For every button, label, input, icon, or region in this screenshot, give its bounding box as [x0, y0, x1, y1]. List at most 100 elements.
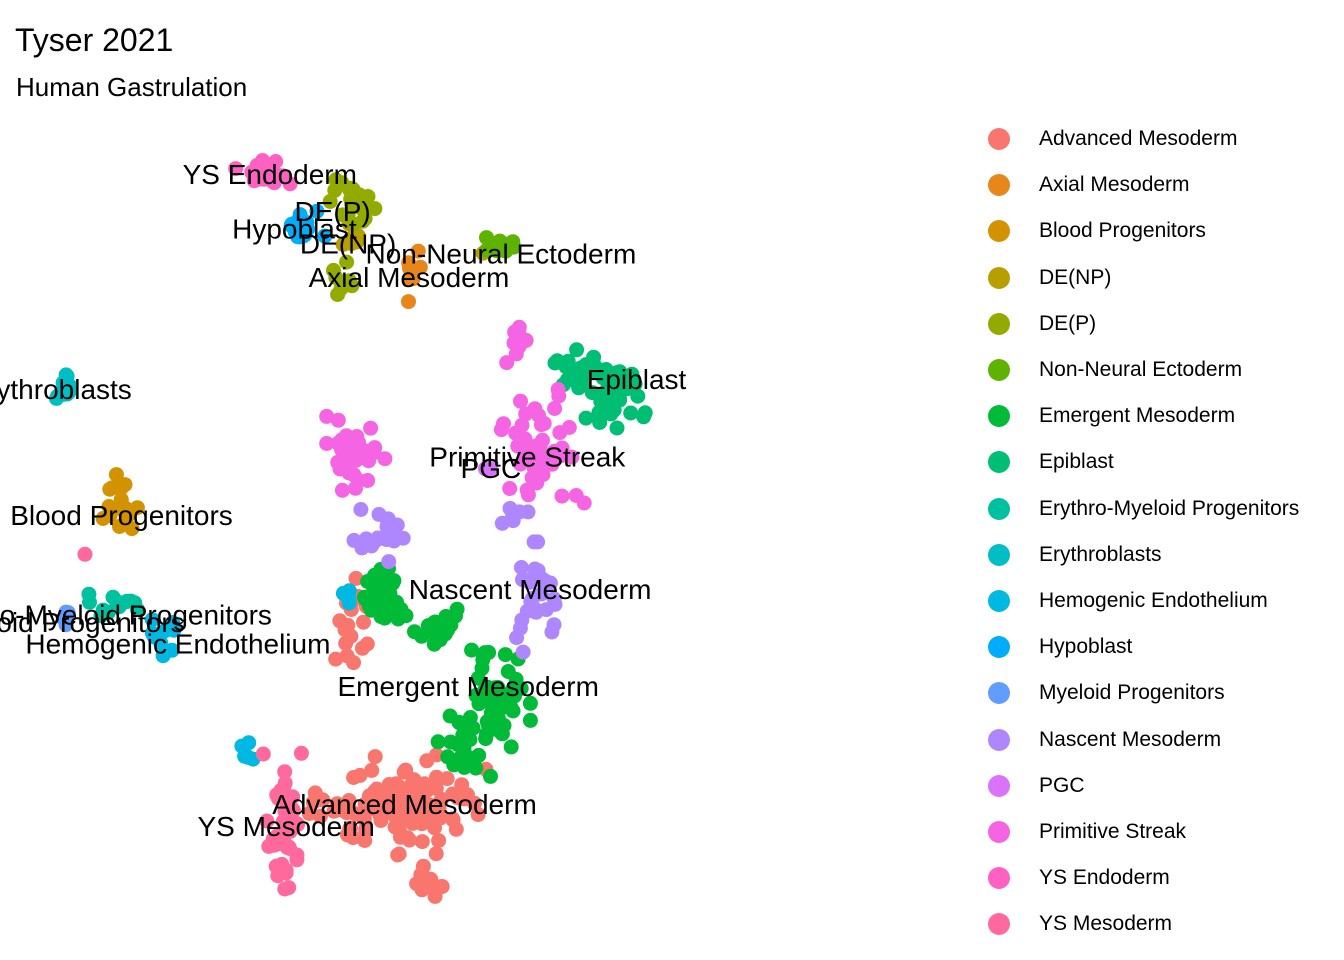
point-erythro-myeloid-progenitors: [118, 594, 134, 610]
legend-item: DE(NP): [988, 263, 1111, 293]
cluster-label: hro-Myeloid Progenitors: [0, 599, 272, 630]
point-advanced-mesoderm: [417, 776, 432, 792]
point-primitive-streak: [551, 388, 567, 404]
legend-key-dot: [988, 312, 1010, 335]
point-primitive-streak: [319, 436, 335, 451]
legend-label: PGC: [1039, 773, 1085, 797]
point-erythro-myeloid-progenitors: [82, 594, 97, 610]
point-advanced-mesoderm: [417, 870, 433, 886]
point-epiblast: [601, 383, 617, 399]
point-de-p-: [335, 207, 351, 223]
cluster-label: oid Progenitors: [0, 607, 185, 638]
legend-item: PGC: [988, 771, 1085, 801]
point-ys-mesoderm: [293, 745, 309, 761]
point-pgc: [477, 461, 493, 477]
legend-label: Blood Progenitors: [1039, 219, 1206, 243]
cluster-label: Epiblast: [587, 364, 687, 395]
point-emergent-mesoderm: [430, 734, 446, 750]
point-epiblast: [571, 380, 587, 396]
point-advanced-mesoderm: [460, 787, 475, 803]
point-advanced-mesoderm: [427, 888, 443, 904]
point-emergent-mesoderm: [522, 695, 538, 711]
point-advanced-mesoderm: [357, 796, 373, 812]
point-emergent-mesoderm: [480, 679, 496, 695]
point-epiblast: [636, 409, 652, 425]
point-nascent-mesoderm: [533, 586, 549, 602]
legend-label: Non-Neural Ectoderm: [1039, 358, 1243, 381]
point-non-neural-ectoderm: [506, 239, 522, 255]
point-primitive-streak: [513, 393, 528, 409]
point-axial-mesoderm: [410, 243, 426, 259]
point-nascent-mesoderm: [526, 572, 542, 588]
point-primitive-streak: [535, 432, 550, 448]
point-epiblast: [560, 372, 576, 388]
legend-label: Erythroblasts: [1039, 542, 1162, 566]
point-primitive-streak: [499, 355, 515, 371]
point-ys-mesoderm: [255, 746, 271, 762]
point-primitive-streak: [508, 346, 524, 362]
point-emergent-mesoderm: [407, 624, 422, 640]
point-hemogenic-endothelium: [341, 595, 357, 611]
point-advanced-mesoderm: [391, 779, 407, 795]
legend-item: Erythroblasts: [988, 540, 1162, 570]
point-advanced-mesoderm: [356, 614, 371, 630]
legend-item: Axial Mesoderm: [988, 170, 1190, 200]
point-emergent-mesoderm: [497, 647, 513, 663]
legend-key-dot: [988, 636, 1010, 659]
point-primitive-streak: [520, 487, 536, 503]
point-emergent-mesoderm: [503, 739, 519, 755]
point-advanced-mesoderm: [431, 833, 447, 849]
point-epiblast: [624, 366, 640, 382]
legend-key-dot: [988, 128, 1010, 150]
point-axial-mesoderm: [405, 271, 421, 287]
point-advanced-mesoderm: [346, 770, 362, 785]
legend-label: Erythro-Myeloid Progenitors: [1039, 496, 1300, 520]
point-emergent-mesoderm: [361, 588, 377, 604]
point-hemogenic-endothelium: [241, 735, 257, 751]
cluster-label: Emergent Mesoderm: [337, 671, 598, 702]
point-emergent-mesoderm: [479, 726, 494, 742]
point-advanced-mesoderm: [364, 762, 380, 778]
point-primitive-streak: [319, 408, 335, 424]
cluster-labels-layer: YS Endoderm DE(P)HypoblastDE(NP)Non-Neura…: [0, 159, 687, 842]
legend-item: YS Mesoderm: [988, 909, 1172, 939]
point-nascent-mesoderm: [346, 532, 362, 548]
chart-title: Tyser 2021: [15, 22, 174, 58]
legend-key-dot: [988, 359, 1010, 381]
point-ys-mesoderm: [277, 881, 293, 897]
point-advanced-mesoderm: [301, 806, 317, 821]
point-epiblast: [578, 410, 594, 426]
point-de-p-: [367, 201, 383, 217]
point-epiblast: [586, 349, 602, 365]
point-nascent-mesoderm: [505, 508, 521, 523]
point-primitive-streak: [348, 480, 363, 496]
point-nascent-mesoderm: [384, 528, 400, 544]
chart-subtitle: Human Gastrulation: [16, 72, 248, 102]
point-advanced-mesoderm: [470, 807, 486, 823]
point-nascent-mesoderm: [538, 602, 554, 618]
point-advanced-mesoderm: [445, 811, 460, 827]
point-primitive-streak: [338, 428, 354, 444]
point-epiblast: [609, 420, 625, 436]
point-ys-endoderm: [249, 157, 265, 173]
point-primitive-streak: [519, 450, 535, 466]
point-emergent-mesoderm: [446, 757, 462, 773]
legend-label: Hemogenic Endothelium: [1039, 589, 1268, 612]
point-primitive-streak: [493, 422, 509, 438]
point-emergent-mesoderm: [465, 720, 481, 736]
legend-label: Emergent Mesoderm: [1039, 404, 1236, 428]
point-hemogenic-endothelium: [166, 622, 182, 638]
point-ys-mesoderm: [273, 782, 289, 798]
legend-key-dot: [988, 913, 1010, 936]
point-advanced-mesoderm: [415, 858, 431, 874]
cluster-label: Axial Mesoderm: [309, 262, 510, 293]
legend-item: Erythro-Myeloid Progenitors: [988, 494, 1299, 524]
point-primitive-streak: [330, 454, 346, 470]
point-epiblast: [601, 366, 617, 382]
legend-item: YS Endoderm: [988, 863, 1170, 893]
point-advanced-mesoderm: [307, 785, 323, 801]
point-advanced-mesoderm: [396, 764, 412, 780]
point-epiblast: [623, 405, 639, 421]
point-de-p-: [355, 213, 371, 229]
point-primitive-streak: [502, 481, 518, 496]
